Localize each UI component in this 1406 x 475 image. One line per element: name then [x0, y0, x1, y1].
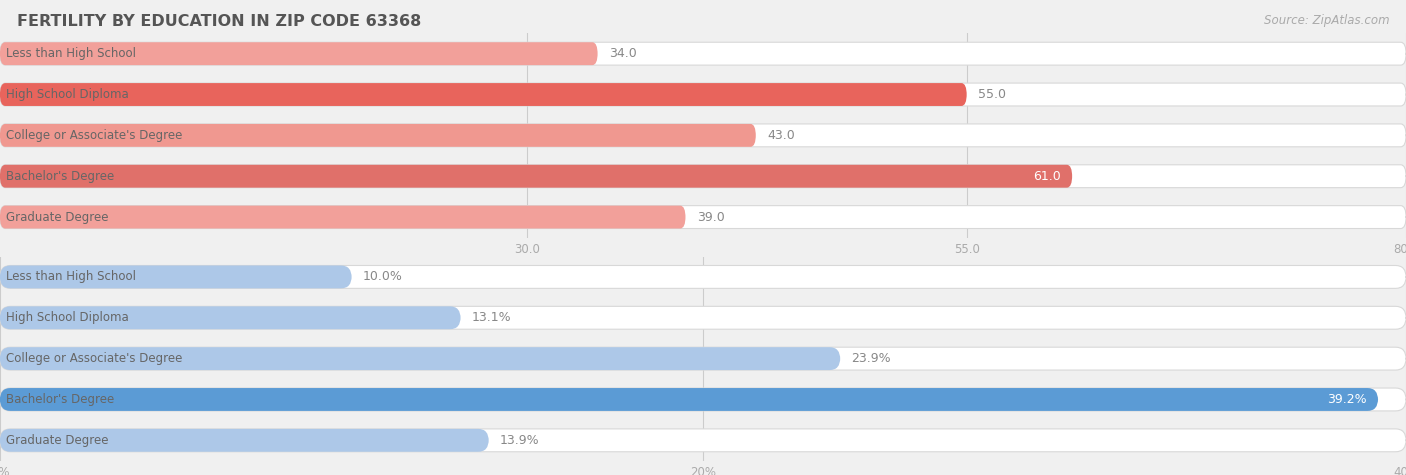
- FancyBboxPatch shape: [0, 124, 756, 147]
- FancyBboxPatch shape: [0, 429, 1406, 452]
- FancyBboxPatch shape: [0, 347, 841, 370]
- Text: Less than High School: Less than High School: [6, 47, 135, 60]
- FancyBboxPatch shape: [0, 306, 1406, 329]
- Text: Bachelor's Degree: Bachelor's Degree: [6, 393, 114, 406]
- Text: 23.9%: 23.9%: [852, 352, 891, 365]
- Text: FERTILITY BY EDUCATION IN ZIP CODE 63368: FERTILITY BY EDUCATION IN ZIP CODE 63368: [17, 14, 422, 29]
- Text: 13.1%: 13.1%: [471, 311, 512, 324]
- Text: 13.9%: 13.9%: [501, 434, 540, 447]
- FancyBboxPatch shape: [0, 266, 352, 288]
- FancyBboxPatch shape: [0, 347, 1406, 370]
- FancyBboxPatch shape: [0, 429, 489, 452]
- Text: Graduate Degree: Graduate Degree: [6, 210, 108, 224]
- Text: 10.0%: 10.0%: [363, 270, 402, 284]
- FancyBboxPatch shape: [0, 42, 1406, 65]
- Text: College or Associate's Degree: College or Associate's Degree: [6, 352, 181, 365]
- FancyBboxPatch shape: [0, 165, 1406, 188]
- FancyBboxPatch shape: [0, 206, 1406, 228]
- Text: College or Associate's Degree: College or Associate's Degree: [6, 129, 181, 142]
- Text: 55.0: 55.0: [979, 88, 1005, 101]
- Text: Bachelor's Degree: Bachelor's Degree: [6, 170, 114, 183]
- FancyBboxPatch shape: [0, 388, 1406, 411]
- Text: Less than High School: Less than High School: [6, 270, 135, 284]
- FancyBboxPatch shape: [0, 165, 1073, 188]
- Text: Source: ZipAtlas.com: Source: ZipAtlas.com: [1264, 14, 1389, 27]
- Text: High School Diploma: High School Diploma: [6, 311, 128, 324]
- FancyBboxPatch shape: [0, 83, 967, 106]
- Text: 43.0: 43.0: [768, 129, 794, 142]
- Text: 61.0: 61.0: [1033, 170, 1062, 183]
- Text: Graduate Degree: Graduate Degree: [6, 434, 108, 447]
- Text: High School Diploma: High School Diploma: [6, 88, 128, 101]
- FancyBboxPatch shape: [0, 388, 1378, 411]
- Text: 39.2%: 39.2%: [1327, 393, 1367, 406]
- FancyBboxPatch shape: [0, 83, 1406, 106]
- FancyBboxPatch shape: [0, 206, 686, 228]
- Text: 39.0: 39.0: [697, 210, 724, 224]
- FancyBboxPatch shape: [0, 124, 1406, 147]
- FancyBboxPatch shape: [0, 306, 461, 329]
- Text: 34.0: 34.0: [609, 47, 637, 60]
- FancyBboxPatch shape: [0, 266, 1406, 288]
- FancyBboxPatch shape: [0, 42, 598, 65]
